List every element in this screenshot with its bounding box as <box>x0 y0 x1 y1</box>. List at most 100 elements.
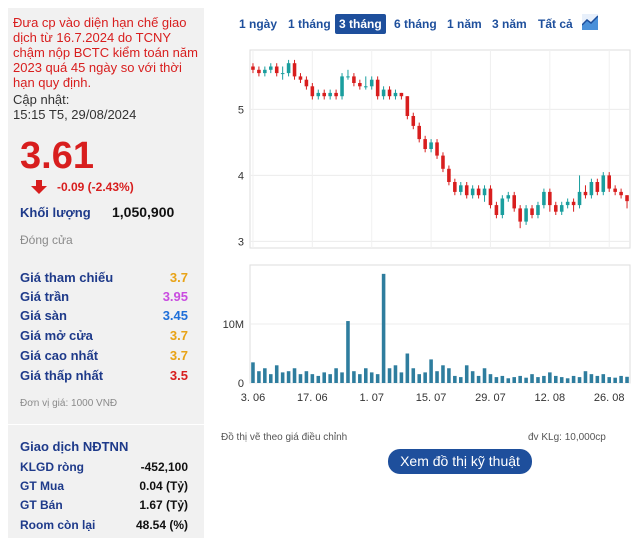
volume-bar <box>524 377 528 383</box>
volume-bar <box>435 371 439 383</box>
tab-1-day[interactable]: 1 ngày <box>239 17 278 31</box>
ndt-value: 1.67 (Tỷ) <box>139 498 188 512</box>
restriction-warning: Đưa cp vào diện hạn chế giao dịch từ 16.… <box>13 15 198 90</box>
volume-bar <box>364 368 368 383</box>
x-tick-label: 26. 08 <box>594 392 625 404</box>
candle-body <box>435 142 439 156</box>
volume-bar <box>280 372 285 383</box>
tab-1-month[interactable]: 1 tháng <box>288 17 331 31</box>
volume-bar <box>470 371 475 383</box>
candle-body <box>286 63 291 74</box>
ndt-label: GT Mua <box>20 479 64 493</box>
stat-label: Giá thấp nhất <box>20 368 104 383</box>
tab-3-months[interactable]: 3 tháng <box>335 14 386 34</box>
stat-row-high: Giá cao nhất 3.7 <box>20 348 188 364</box>
stock-info-panel <box>8 8 204 538</box>
candle-body <box>364 86 368 88</box>
divider <box>8 424 204 425</box>
volume-bar <box>441 365 445 383</box>
candle-body <box>322 92 326 97</box>
candle-body <box>595 182 600 192</box>
volume-bar <box>399 372 404 383</box>
candle-body <box>375 79 380 97</box>
candle-body <box>607 175 611 189</box>
candle-body <box>274 66 279 74</box>
stat-row-ceiling: Giá trần 3.95 <box>20 289 188 305</box>
foreign-net-volume: KLGD ròng -452,100 <box>20 460 188 476</box>
technical-chart-button[interactable]: Xem đồ thị kỹ thuật <box>388 449 532 474</box>
volume-bar <box>269 374 273 383</box>
candle-body <box>488 188 493 206</box>
price-tick-label: 5 <box>238 104 244 116</box>
candle-body <box>583 191 588 196</box>
volume-bar <box>310 374 315 383</box>
candle-body <box>346 76 350 78</box>
volume-bar <box>625 376 629 383</box>
volume-bar <box>263 368 267 383</box>
candle-body <box>280 73 285 75</box>
volume-bar <box>453 375 457 383</box>
candle-body <box>417 125 421 140</box>
x-tick-label: 15. 07 <box>416 392 447 404</box>
candle-body <box>613 188 617 192</box>
volume-bar <box>494 377 499 383</box>
volume-bar <box>488 374 493 383</box>
volume-bar <box>559 377 564 383</box>
foreign-sell-value: GT Bán 1.67 (Tỷ) <box>20 498 188 514</box>
price-volume-chart: 5 4 3 10M 0 3. 06 17. 06 1. 07 15. 07 29. 07 12. 0… <box>223 49 631 404</box>
stat-value: 3.7 <box>169 328 188 343</box>
volume-bar <box>601 374 606 383</box>
stat-value: 3.7 <box>169 270 188 285</box>
candle-body <box>447 168 451 182</box>
candle-body <box>334 92 338 97</box>
volume-bar <box>423 372 427 383</box>
volume-bar <box>387 368 392 383</box>
volume-bar <box>518 375 522 383</box>
candle-body <box>310 86 315 97</box>
volume-bar <box>358 374 362 383</box>
candle-body <box>251 66 255 70</box>
volume-bar <box>500 375 505 383</box>
candle-body <box>464 185 469 196</box>
tab-6-months[interactable]: 6 tháng <box>394 17 437 31</box>
stat-value: 3.5 <box>169 368 188 383</box>
candle-body <box>494 205 499 215</box>
candle-body <box>554 205 558 212</box>
candle-body <box>589 182 594 196</box>
volume-tick-label: 10M <box>223 319 244 331</box>
volume-bar <box>304 371 309 383</box>
candle-body <box>429 142 433 149</box>
tab-3-years[interactable]: 3 năm <box>492 17 527 31</box>
candle-body <box>369 79 374 87</box>
candle-body <box>393 92 398 97</box>
stat-row-reference: Giá tham chiếu 3.7 <box>20 270 188 286</box>
volume-bar <box>583 371 588 383</box>
ndt-value: 0.04 (Tỷ) <box>139 479 188 493</box>
volume-bar <box>554 375 558 383</box>
chart-type-icon[interactable] <box>582 14 598 30</box>
tab-all[interactable]: Tất cả <box>538 17 573 31</box>
volume-bar <box>530 374 534 383</box>
candle-body <box>565 201 570 206</box>
volume-bar <box>393 365 398 383</box>
volume-bar <box>346 321 350 383</box>
x-tick-label: 29. 07 <box>475 392 506 404</box>
candle-body <box>316 92 321 97</box>
volume-bar <box>328 374 332 383</box>
volume-bar <box>274 365 279 383</box>
candle-body <box>482 188 487 196</box>
candle-body <box>571 201 576 206</box>
foreign-trading-title: Giao dịch NĐTNN <box>20 439 129 454</box>
candle-body <box>524 208 528 222</box>
x-tick-label: 1. 07 <box>359 392 383 404</box>
tab-1-year[interactable]: 1 năm <box>447 17 482 31</box>
candle-body <box>453 182 457 192</box>
volume-bar <box>429 359 433 383</box>
candle-body <box>518 208 522 222</box>
candle-body <box>536 205 540 215</box>
volume-bar <box>411 368 416 383</box>
candle-body <box>257 69 261 74</box>
x-tick-label: 12. 08 <box>535 392 566 404</box>
volume-bar <box>476 375 481 383</box>
volume-label: Khối lượng <box>20 205 91 220</box>
